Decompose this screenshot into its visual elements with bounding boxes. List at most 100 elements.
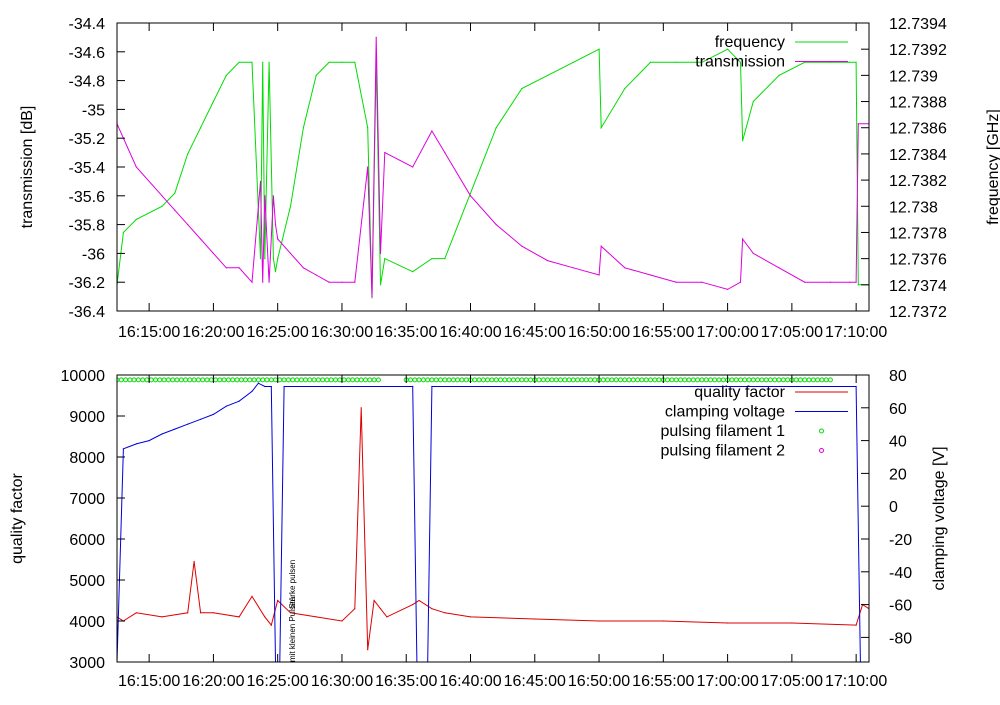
clamping-voltage-point bbox=[431, 385, 433, 388]
y-tick-label: -35.6 bbox=[69, 189, 106, 206]
x-tick-label: 16:40:00 bbox=[439, 324, 501, 341]
y-axis-title: quality factor bbox=[9, 472, 26, 563]
clamping-voltage-point bbox=[264, 385, 266, 388]
pulsing-filament-1-point bbox=[562, 377, 568, 383]
frequency-point bbox=[444, 258, 446, 260]
frequency-point bbox=[328, 61, 330, 63]
x-tick-label: 16:15:00 bbox=[118, 673, 180, 690]
x-tick-label: 16:15:00 bbox=[118, 324, 180, 341]
pulsing-filament-1-point bbox=[755, 377, 761, 383]
frequency-point bbox=[598, 48, 600, 50]
legend-label: pulsing filament 1 bbox=[660, 423, 785, 440]
pulsing-filament-1-point bbox=[690, 377, 696, 383]
pulsing-filament-1-point bbox=[354, 377, 360, 383]
transmission-point bbox=[272, 195, 274, 197]
y-tick-label: -36 bbox=[82, 246, 105, 263]
transmission-point bbox=[251, 281, 253, 283]
quality-factor-point bbox=[431, 608, 433, 610]
transmission-point bbox=[174, 209, 176, 211]
pulsing-filament-1-point bbox=[135, 377, 141, 383]
frequency-point bbox=[200, 127, 202, 129]
frequency-line bbox=[117, 48, 869, 298]
transmission-point bbox=[135, 166, 137, 168]
legend-swatch bbox=[819, 428, 824, 434]
transmission-point bbox=[379, 252, 382, 254]
legend-swatch bbox=[819, 448, 824, 453]
y-tick-label: -36.2 bbox=[69, 275, 106, 292]
pulsing-filament-1-point bbox=[450, 377, 456, 383]
transmission-point bbox=[412, 166, 414, 168]
pulsing-filament-1-point bbox=[485, 377, 491, 383]
y-tick-label: -34.8 bbox=[69, 74, 106, 91]
y2-tick-label: 60 bbox=[889, 401, 907, 418]
frequency-point bbox=[742, 140, 744, 142]
frequency-point bbox=[778, 74, 780, 76]
pulsing-filament-1-point bbox=[540, 377, 546, 383]
pulsing-filament-1-point bbox=[131, 377, 137, 383]
annotation-label: mit kleinen Pulsen bbox=[288, 597, 297, 662]
transmission-point bbox=[384, 152, 386, 154]
pulsing-filament-1-point bbox=[570, 377, 576, 383]
x-tick-label: 16:25:00 bbox=[247, 324, 309, 341]
pulsing-filament-1-point bbox=[639, 377, 645, 383]
y2-tick-label: 12.738 bbox=[889, 199, 938, 216]
pulsing-filament-1-point bbox=[785, 377, 791, 383]
legend-label: clamping voltage bbox=[665, 404, 785, 421]
quality-factor-point bbox=[187, 612, 189, 614]
pulsing-filament-1-point bbox=[303, 377, 308, 383]
frequency-point bbox=[161, 205, 163, 207]
pulsing-filament-1-point bbox=[144, 377, 150, 383]
pulsing-filament-1-point bbox=[183, 377, 189, 383]
pulsing-filament-1-point bbox=[592, 377, 598, 383]
transmission-point bbox=[739, 281, 742, 283]
pulsing-filament-1-point bbox=[738, 377, 743, 383]
transmission-point bbox=[598, 274, 600, 276]
quality-factor-point bbox=[200, 612, 202, 614]
quality-factor-point bbox=[289, 612, 292, 614]
frequency-point bbox=[521, 87, 523, 90]
pulsing-filament-1-point bbox=[742, 377, 748, 383]
pulsing-filament-1-point bbox=[793, 377, 799, 383]
transmission-point bbox=[328, 281, 330, 283]
pulsing-filament-1-point bbox=[238, 377, 244, 383]
pulsing-filament-1-point bbox=[170, 377, 176, 383]
y-tick-label: 8000 bbox=[69, 450, 105, 467]
transmission-point bbox=[600, 245, 602, 247]
quality-factor-point bbox=[161, 616, 163, 618]
pulsing-filament-1-point bbox=[626, 377, 632, 383]
pulsing-filament-1-point bbox=[285, 377, 291, 383]
x-tick-label: 16:50:00 bbox=[568, 673, 630, 690]
y2-tick-label: -60 bbox=[889, 598, 912, 615]
pulsing-filament-1-point bbox=[123, 377, 129, 383]
y2-tick-label: 12.7376 bbox=[889, 252, 947, 269]
y2-tick-label: 12.739 bbox=[889, 68, 938, 85]
frequency-point bbox=[412, 271, 414, 273]
quality-factor-point bbox=[270, 624, 272, 626]
transmission-point bbox=[161, 195, 163, 197]
quality-factor-point bbox=[662, 620, 664, 622]
quality-factor-point bbox=[315, 616, 317, 618]
frequency-point bbox=[701, 61, 703, 63]
pulsing-filament-1-point bbox=[583, 377, 589, 383]
y2-tick-label: 80 bbox=[889, 368, 907, 385]
pulsing-filament-1-point bbox=[476, 377, 482, 383]
quality-factor-point bbox=[444, 612, 446, 614]
pulsing-filament-1-point bbox=[433, 377, 439, 383]
pulsing-filament-1-point bbox=[345, 377, 351, 383]
clamping-voltage-point bbox=[251, 390, 253, 392]
pulsing-filament-1-point bbox=[575, 377, 581, 383]
pulsing-filament-1-point bbox=[371, 377, 377, 383]
pulsing-filament-1-point bbox=[502, 377, 508, 383]
quality-factor-point bbox=[277, 599, 279, 602]
pulsing-filament-1-point bbox=[767, 377, 773, 383]
pulsing-filament-1-point bbox=[204, 377, 210, 383]
pulsing-filament-1-point bbox=[549, 377, 555, 383]
pulsing-filament-1-point bbox=[324, 377, 330, 383]
pulsing-filament-1-point bbox=[148, 377, 154, 383]
frequency-point bbox=[238, 61, 240, 63]
frequency-point bbox=[251, 61, 253, 63]
quality-factor-point bbox=[791, 622, 793, 624]
transmission-point bbox=[274, 224, 277, 226]
quality-factor-point bbox=[341, 620, 343, 622]
